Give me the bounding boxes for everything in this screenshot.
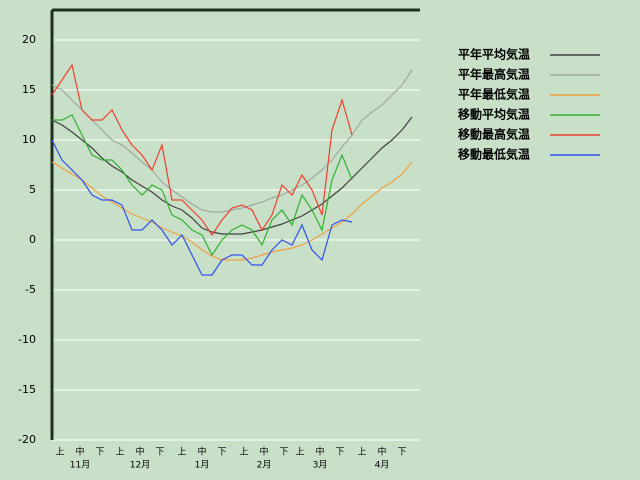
- x-tick-label: 中: [259, 446, 268, 458]
- x-tick-label: 下: [217, 448, 226, 458]
- month-label: 2月: [257, 460, 272, 471]
- series-line: [51, 63, 353, 237]
- x-tick-label: 上: [239, 447, 248, 458]
- legend-label: 移動最高気温: [458, 127, 530, 142]
- y-tick-label: 10: [22, 133, 36, 146]
- x-tick-label: 中: [135, 446, 144, 458]
- month-label: 1月: [195, 460, 210, 471]
- legend-label: 平年最高気温: [458, 67, 530, 82]
- x-tick-label: 下: [279, 448, 288, 458]
- y-tick-label: 5: [29, 183, 36, 196]
- x-tick-label: 下: [95, 448, 104, 458]
- series-line: [51, 69, 413, 213]
- month-label: 4月: [375, 460, 390, 471]
- x-tick-label: 下: [155, 448, 164, 458]
- y-tick-label: -15: [18, 383, 36, 396]
- legend-label: 移動平均気温: [458, 107, 530, 122]
- x-tick-label: 上: [55, 447, 64, 458]
- legend-label: 平年平均気温: [458, 47, 530, 62]
- month-label: 11月: [70, 460, 90, 471]
- series-line: [52, 114, 353, 257]
- month-label: 12月: [130, 460, 150, 471]
- x-tick-label: 中: [377, 446, 386, 458]
- x-tick-label: 上: [115, 447, 124, 458]
- y-tick-label: 15: [22, 83, 36, 96]
- legend-label: 平年最低気温: [458, 87, 530, 102]
- x-tick-label: 中: [197, 446, 206, 458]
- y-tick-label: -5: [25, 283, 36, 296]
- x-tick-label: 下: [335, 448, 344, 458]
- x-tick-label: 上: [177, 447, 186, 458]
- y-tick-label: 0: [29, 233, 36, 246]
- x-tick-label: 中: [315, 446, 324, 458]
- month-label: 3月: [313, 460, 328, 471]
- x-tick-label: 下: [397, 448, 406, 458]
- y-tick-label: -20: [18, 433, 36, 446]
- y-tick-label: 20: [22, 33, 36, 46]
- series-line: [51, 116, 413, 235]
- x-tick-label: 上: [295, 447, 304, 458]
- x-tick-label: 中: [75, 446, 84, 458]
- legend-label: 移動最低気温: [458, 147, 530, 162]
- series-line: [51, 161, 413, 261]
- y-tick-label: -10: [18, 333, 36, 346]
- x-tick-label: 上: [357, 447, 366, 458]
- series-line: [51, 139, 353, 276]
